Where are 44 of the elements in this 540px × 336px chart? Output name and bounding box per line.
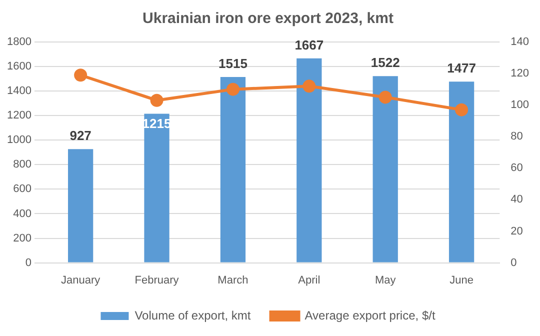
y2-tick-label: 60 [510, 162, 523, 174]
data-label: 1522 [370, 55, 400, 70]
y2-tick-label: 80 [510, 130, 523, 143]
bar [372, 76, 398, 262]
y2-tick-label: 120 [510, 68, 530, 80]
y-tick-label: 1800 [6, 36, 32, 48]
data-label: 1477 [447, 60, 476, 76]
bar [220, 76, 246, 262]
y-tick-label: 0 [25, 256, 32, 269]
point [302, 80, 316, 93]
bar [296, 58, 322, 262]
legend-label: Volume of export, kmt [134, 308, 252, 322]
point [74, 68, 88, 82]
x-tick-label: April [298, 274, 320, 286]
y-tick-label: 1000 [6, 134, 32, 146]
chart-title: Ukrainian iron ore export 2023, kmt [142, 10, 394, 28]
y2-tick-label: 0 [510, 256, 517, 269]
bar [448, 82, 474, 262]
x-tick-label: June [450, 274, 474, 286]
point [378, 90, 392, 104]
point [226, 82, 240, 96]
x-tick-label: March [218, 274, 248, 286]
legend-label: Average export price, $/t [304, 308, 436, 322]
data-label: 1515 [218, 56, 248, 72]
y-tick-label: 1400 [6, 85, 32, 98]
x-tick-label: May [374, 274, 396, 286]
point [455, 103, 468, 116]
y-tick-label: 1200 [6, 110, 32, 122]
y-tick-label: 1600 [6, 60, 32, 73]
bar [144, 114, 170, 262]
y-tick-label: 200 [13, 232, 32, 244]
x-tick-label: January [61, 274, 101, 286]
y2-tick-label: 20 [510, 225, 523, 238]
y-tick-label: 400 [13, 208, 32, 220]
data-label: 927 [70, 128, 92, 144]
bar [68, 149, 94, 262]
x-tick-label: February [134, 274, 180, 286]
data-label: 1667 [294, 37, 324, 52]
point [150, 94, 164, 107]
y2-tick-label: 100 [510, 99, 530, 112]
y-tick-label: 800 [13, 158, 32, 171]
y2-tick-label: 40 [510, 194, 523, 206]
y2-tick-label: 140 [510, 36, 530, 48]
y-tick-label: 600 [13, 183, 32, 196]
